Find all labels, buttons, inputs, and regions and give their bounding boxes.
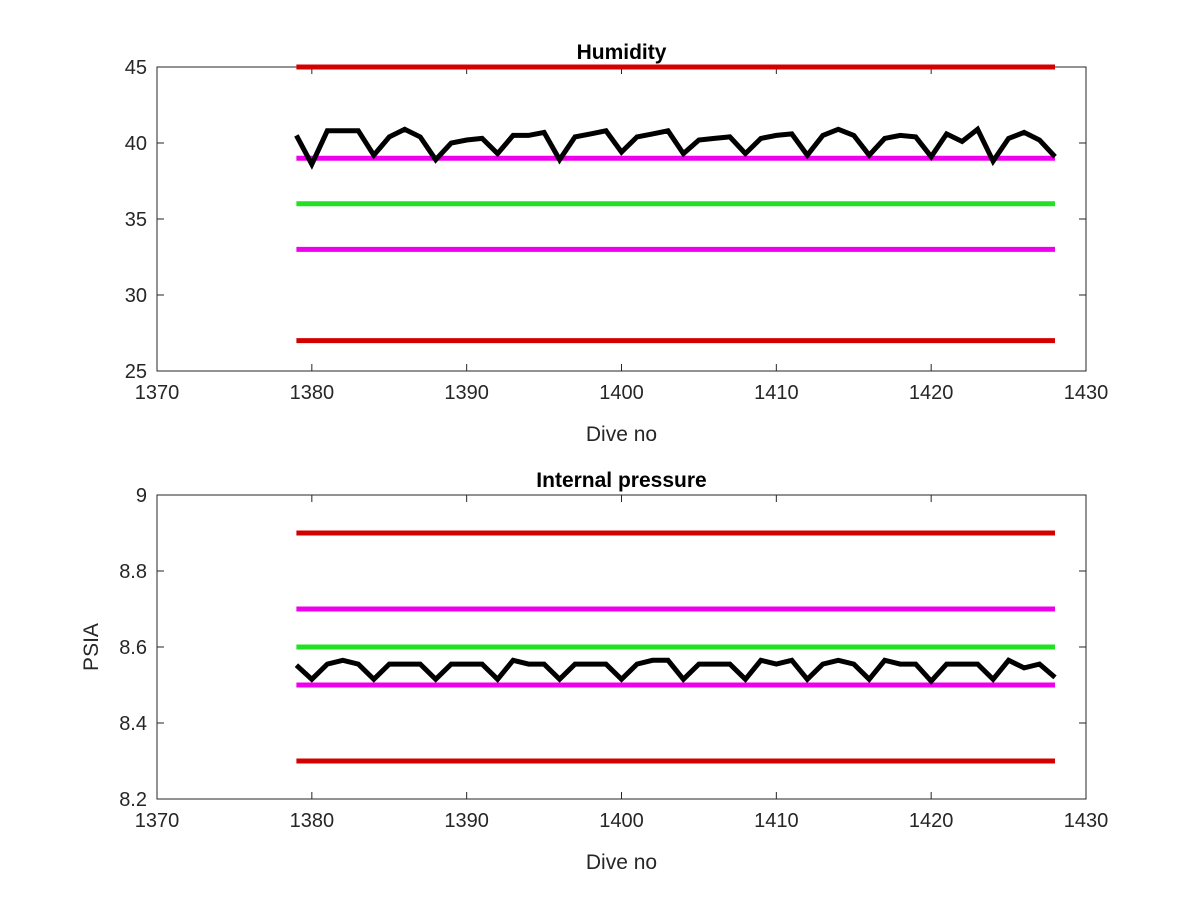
x-tick-label: 1370 [135, 382, 180, 404]
x-tick-label: 1370 [135, 810, 180, 832]
x-tick-label: 1410 [754, 810, 799, 832]
series-line-5 [294, 657, 1057, 685]
y-tick-label: 8.4 [119, 713, 147, 735]
y-tick-label: 8.8 [119, 561, 147, 583]
y-tick-label: 45 [125, 57, 147, 79]
x-tick-label: 1410 [754, 382, 799, 404]
y-tick-label: 35 [125, 209, 147, 231]
chart-title: Humidity [577, 41, 667, 64]
x-tick-label: 1400 [599, 810, 644, 832]
x-tick-label: 1390 [444, 382, 489, 404]
y-tick-label: 8.6 [119, 637, 147, 659]
y-tick-label: 40 [125, 133, 147, 155]
chart-title: Internal pressure [536, 469, 706, 492]
x-axis-label: Dive no [586, 851, 657, 874]
x-tick-label: 1430 [1064, 382, 1109, 404]
x-tick-label: 1420 [909, 810, 954, 832]
x-tick-label: 1380 [290, 810, 335, 832]
y-tick-label: 30 [125, 285, 147, 307]
x-tick-label: 1380 [290, 382, 335, 404]
series-line-5 [294, 125, 1057, 170]
humidity-chart: 1370 1380 1390 1400 1410 1420 1430 25 30 35 40 45 Hu… [125, 41, 1109, 446]
y-tick-label: 8.2 [119, 789, 147, 811]
x-axis-label: Dive no [586, 423, 657, 446]
y-axis-label: PSIA [80, 623, 103, 671]
plot-area [156, 66, 1087, 372]
y-tick-label: 25 [125, 361, 147, 383]
internal-pressure-chart: 1370 1380 1390 1400 1410 1420 1430 8.2 8.4 8.6 8.8… [80, 469, 1108, 874]
x-tick-label: 1430 [1064, 810, 1109, 832]
x-tick-label: 1390 [444, 810, 489, 832]
x-tick-label: 1400 [599, 382, 644, 404]
y-tick-label: 9 [136, 485, 147, 507]
x-tick-label: 1420 [909, 382, 954, 404]
